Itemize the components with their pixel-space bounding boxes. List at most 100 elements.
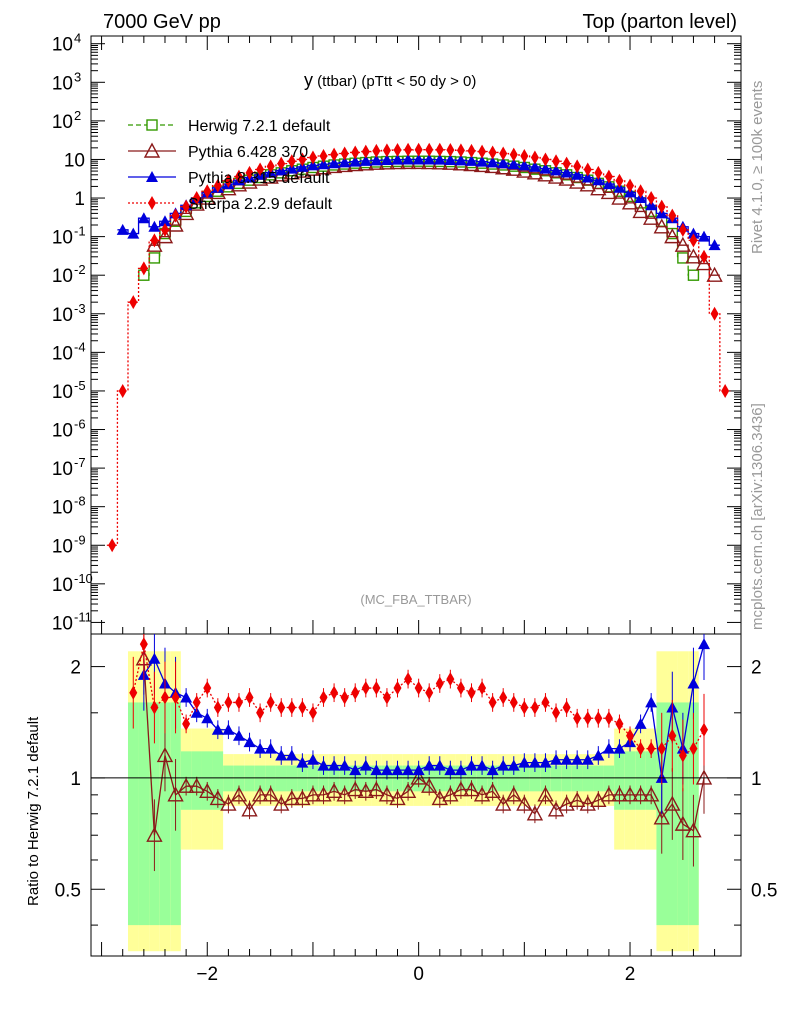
- ratio-band-green: [497, 765, 509, 792]
- ratio-x-tick-label: 2: [625, 964, 636, 985]
- series-1-point: [632, 202, 649, 219]
- series-2-point: [148, 220, 161, 232]
- ratio-series-3-point: [541, 695, 550, 710]
- ratio-band-green: [540, 765, 551, 792]
- ratio-series-3-point: [139, 637, 148, 652]
- series-3-point: [150, 233, 159, 248]
- ratio-series-3-point: [456, 681, 465, 696]
- main-y-tick-label: 10: [52, 575, 73, 596]
- ratio-y-tick-label: 2: [70, 658, 81, 679]
- ratio-series-3-point: [404, 672, 413, 687]
- ratio-series-3-point: [446, 672, 455, 687]
- ratio-series-2-point: [634, 717, 647, 729]
- series-3-point: [224, 173, 233, 188]
- ratio-series-1-point: [199, 782, 216, 799]
- ratio-series-3-point: [277, 700, 286, 715]
- ratio-series-1-point: [315, 786, 332, 802]
- ratio-series-3-point: [583, 711, 592, 726]
- ratio-series-1-point: [177, 777, 195, 793]
- ratio-series-3-point: [478, 681, 487, 696]
- series-2-point: [454, 154, 467, 166]
- series-3-point: [118, 383, 127, 398]
- series-3-point: [361, 144, 370, 159]
- series-3-point: [435, 142, 444, 157]
- series-3-point: [467, 143, 476, 158]
- ratio-band-green: [635, 751, 646, 810]
- header-left: 7000 GeV pp: [103, 11, 221, 33]
- series-3-point: [351, 145, 360, 160]
- series-3-point: [562, 156, 571, 171]
- ratio-series-1-point: [146, 826, 163, 842]
- ratio-series-3-point: [234, 695, 243, 710]
- ratio-band-green: [254, 765, 266, 792]
- side-label-mcplots: mcplots.cern.ch [arXiv:1306.3436]: [749, 403, 766, 630]
- series-3-point: [382, 143, 391, 158]
- series-2-point: [306, 159, 319, 171]
- ratio-series-2-point: [497, 759, 510, 771]
- series-3-point: [330, 147, 339, 162]
- ratio-x-tick-label: 0: [413, 964, 424, 985]
- series-3-point: [277, 156, 286, 171]
- series-2-point: [328, 157, 341, 169]
- ratio-series-2-point: [285, 749, 298, 761]
- ratio-series-2-point: [370, 764, 383, 776]
- ratio-series-3-point: [287, 700, 296, 715]
- ratio-band-green: [244, 765, 255, 792]
- ratio-series-1-point: [526, 805, 544, 821]
- series-3-point: [488, 145, 497, 160]
- ratio-series-3-point: [647, 741, 656, 756]
- series-2-point: [528, 160, 541, 172]
- ratio-series-3-point: [351, 685, 360, 700]
- series-2-point: [497, 157, 510, 169]
- ratio-series-1-point: [516, 795, 533, 811]
- main-y-tick-label: 10: [52, 35, 73, 56]
- ratio-y-tick-label-right: 1: [751, 769, 762, 790]
- plot-title: y (ttbar) (pTtt < 50 dy > 0): [304, 70, 476, 90]
- legend-label: Sherpa 2.2.9 default: [188, 196, 333, 213]
- main-y-tick-exponent: -2: [74, 262, 86, 277]
- ratio-band-green: [582, 765, 594, 792]
- series-3-point: [171, 208, 180, 223]
- series-2-point: [698, 230, 711, 242]
- main-series-layer: [106, 142, 731, 553]
- ratio-band-green: [624, 751, 636, 810]
- series-3-point: [266, 159, 275, 174]
- main-y-tick-label: 10: [52, 459, 73, 480]
- series-3-point: [414, 142, 423, 157]
- ratio-band-green: [138, 702, 150, 926]
- ratio-band-green: [233, 765, 245, 792]
- ratio-series-2-point: [687, 677, 700, 689]
- ratio-series-2-point: [190, 706, 203, 718]
- main-y-tick-exponent: 3: [74, 69, 81, 84]
- ratio-series-3-point: [499, 690, 508, 705]
- legend-marker: [146, 119, 158, 131]
- series-2-point: [402, 153, 415, 165]
- ratio-series-3-point: [414, 681, 423, 696]
- ratio-series-2-point: [338, 759, 351, 771]
- series-3-point: [615, 173, 624, 188]
- plot-title-sub: (ttbar) (pTtt < 50 dy > 0): [313, 73, 476, 90]
- series-3-point: [721, 383, 730, 398]
- ratio-band-green: [307, 765, 319, 792]
- ratio-series-2-point: [148, 652, 161, 664]
- ratio-series-1-point: [621, 786, 639, 802]
- series-2-point: [338, 156, 351, 168]
- main-y-tick-exponent: 4: [74, 31, 81, 46]
- ratio-series-3-point: [340, 690, 349, 705]
- ratio-series-2-point: [296, 756, 309, 768]
- ratio-series-1-point: [664, 795, 681, 811]
- series-3-point: [499, 146, 508, 161]
- ratio-band-green: [328, 765, 340, 792]
- ratio-series-1-point: [685, 822, 702, 838]
- ratio-series-2-point: [211, 723, 224, 735]
- series-2-point: [465, 154, 478, 166]
- series-3-point: [541, 152, 550, 167]
- ratio-series-3-point: [668, 728, 677, 743]
- ratio-series-3-point: [224, 695, 233, 710]
- series-3-point: [213, 178, 222, 193]
- legend-label: Pythia 6.428 370: [188, 144, 308, 161]
- main-axes: 10-1110-1010-910-810-710-610-510-410-310…: [52, 31, 741, 634]
- series-3-point: [700, 249, 709, 264]
- series-2-point: [708, 239, 721, 251]
- series-3-point: [139, 261, 148, 276]
